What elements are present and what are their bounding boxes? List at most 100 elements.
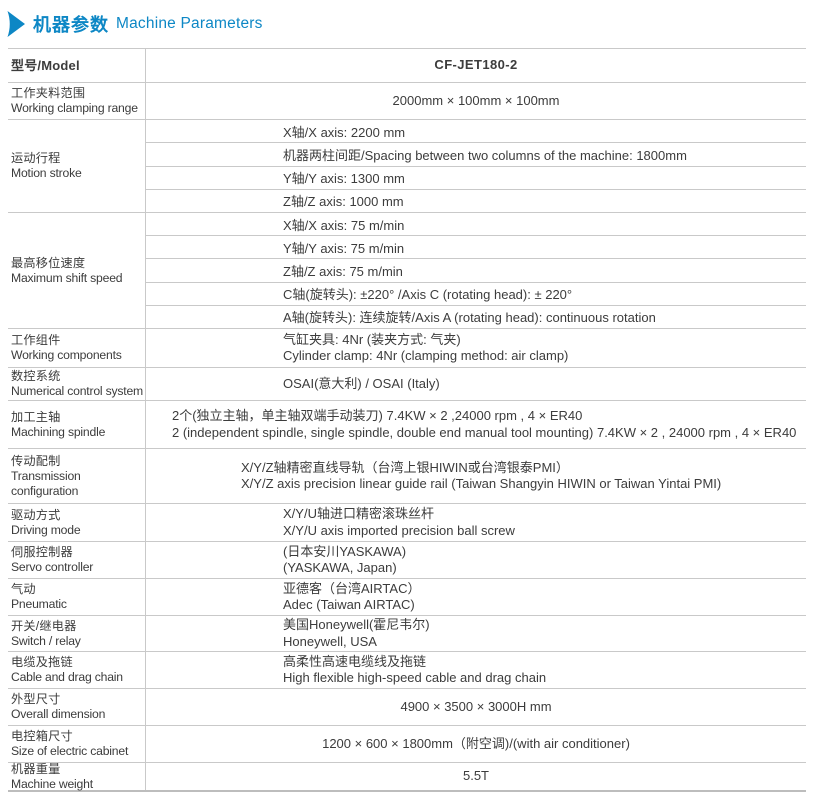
row-label: 运动行程 Motion stroke (8, 120, 146, 212)
subrow-text: X轴/X axis: 75 m/min (283, 217, 405, 233)
subrow-z-speed: Z轴/Z axis: 75 m/min (146, 259, 806, 283)
table-row-machining-spindle: 加工主轴 Machining spindle 2个(独立主轴，单主轴双端手动装刀… (8, 401, 806, 449)
row-value: 1200 × 600 × 1800mm（附空调)/(with air condi… (146, 726, 806, 762)
subrow-text: 机器两柱间距/Spacing between two columns of th… (283, 147, 687, 163)
row-label-zh: 最高移位速度 (11, 255, 86, 270)
row-label: 工作夹料范围 Working clamping range (8, 83, 146, 119)
motion-subrows: X轴/X axis: 2200 mm 机器两柱间距/Spacing betwee… (146, 120, 806, 212)
subrow-text: Z轴/Z axis: 75 m/min (283, 264, 403, 279)
row-value: 高柔性高速电缆线及拖链 High flexible high-speed cab… (146, 652, 806, 688)
subrow-a-axis: A轴(旋转头): 连续旋转/Axis A (rotating head): co… (146, 306, 806, 328)
row-label-text: 型号/Model (11, 58, 80, 73)
row-label-en: Working clamping range (11, 101, 138, 115)
row-label-en: Overall dimension (11, 707, 106, 721)
row-value: 气缸夹具: 4Nr (装夹方式: 气夹) Cylinder clamp: 4Nr… (146, 329, 806, 367)
value-line2: 2 (independent spindle, single spindle, … (172, 424, 797, 440)
row-label-zh: 工作组件 (11, 333, 61, 347)
row-label: 开关/继电器 Switch / relay (8, 616, 146, 651)
subrow-text: Y轴/Y axis: 75 m/min (283, 240, 405, 256)
value-line1: 高柔性高速电缆线及拖链 (283, 653, 427, 669)
table-row-working-components: 工作组件 Working components 气缸夹具: 4Nr (装夹方式:… (8, 329, 806, 368)
row-label-en: Maximum shift speed (11, 270, 123, 285)
table-row-clamping-range: 工作夹料范围 Working clamping range 2000mm × 1… (8, 83, 806, 120)
row-label: 伺服控制器 Servo controller (8, 542, 146, 578)
row-label-en: Working components (11, 348, 122, 362)
value-line2: Cylinder clamp: 4Nr (clamping method: ai… (283, 348, 569, 363)
row-label-en: Transmission configuration (11, 468, 81, 498)
row-label-zh: 运动行程 (11, 151, 61, 165)
table-row-electric-cabinet: 电控箱尺寸 Size of electric cabinet 1200 × 60… (8, 726, 806, 763)
value-line2: (YASKAWA, Japan) (283, 560, 397, 575)
subrow-text: X轴/X axis: 2200 mm (283, 124, 406, 140)
row-label-zh: 电缆及拖链 (11, 655, 73, 669)
table-row-machine-weight: 机器重量 Machine weight 5.5T (8, 761, 806, 792)
value-line2: X/Y/Z axis precision linear guide rail (… (241, 476, 722, 491)
row-label-en: Motion stroke (11, 166, 82, 180)
row-label: 加工主轴 Machining spindle (8, 401, 146, 448)
clamping-value: 2000mm × 100mm × 100mm (392, 92, 560, 108)
row-label-zh: 气动 (11, 582, 36, 596)
value-line1: 亚德客（台湾AIRTAC） (283, 580, 421, 596)
section-arrow-icon (7, 11, 25, 37)
subrow-y-axis: Y轴/Y axis: 1300 mm (146, 167, 806, 190)
row-label: 数控系统 Numerical control system (8, 368, 146, 400)
value-line1: X/Y/U轴进口精密滚珠丝杆 (283, 506, 434, 521)
row-label: 气动 Pneumatic (8, 579, 146, 615)
speed-subrows: X轴/X axis: 75 m/min Y轴/Y axis: 75 m/min … (146, 213, 806, 328)
row-label-zh: 伺服控制器 (11, 545, 73, 559)
row-label: 工作组件 Working components (8, 329, 146, 367)
table-row-switch-relay: 开关/继电器 Switch / relay 美国Honeywell(霍尼韦尔) … (8, 616, 806, 652)
row-label-en: Servo controller (11, 560, 94, 574)
overall-value: 4900 × 3500 × 3000H mm (400, 698, 552, 714)
value-line1: X/Y/Z轴精密直线导轨（台湾上银HIWIN或台湾银泰PMI） (241, 459, 569, 475)
row-label: 电控箱尺寸 Size of electric cabinet (8, 726, 146, 762)
row-value: X/Y/Z轴精密直线导轨（台湾上银HIWIN或台湾银泰PMI） X/Y/Z ax… (146, 449, 806, 503)
value-line1: OSAI(意大利) / OSAI (Italy) (283, 375, 440, 391)
subrow-text: Z轴/Z axis: 1000 mm (283, 194, 404, 210)
value-line1: (日本安川YASKAWA) (283, 543, 407, 559)
row-value: 4900 × 3500 × 3000H mm (146, 689, 806, 725)
row-label-en: Switch / relay (11, 633, 81, 648)
row-value: 2个(独立主轴，单主轴双端手动装刀) 7.4KW × 2 ,24000 rpm … (146, 401, 806, 448)
value-line2: Adec (Taiwan AIRTAC) (283, 597, 415, 612)
row-label-en: Pneumatic (11, 597, 67, 611)
value-line2: Honeywell, USA (283, 633, 377, 649)
table-row-motion-stroke: 运动行程 Motion stroke X轴/X axis: 2200 mm 机器… (8, 120, 806, 213)
subrow-c-axis: C轴(旋转头): ±220° /Axis C (rotating head): … (146, 283, 806, 306)
table-row-overall-dimension: 外型尺寸 Overall dimension 4900 × 3500 × 300… (8, 689, 806, 726)
row-label-zh: 传动配制 (11, 453, 61, 468)
row-label-zh: 驱动方式 (11, 507, 61, 522)
table-row-transmission: 传动配制 Transmission configuration X/Y/Z轴精密… (8, 449, 806, 504)
value-line1: 美国Honeywell(霍尼韦尔) (283, 617, 430, 632)
row-label: 驱动方式 Driving mode (8, 504, 146, 541)
row-label: 机器重量 Machine weight (8, 761, 146, 791)
row-label-en: Machining spindle (11, 424, 106, 439)
row-label-zh: 电控箱尺寸 (11, 729, 73, 743)
row-label: 电缆及拖链 Cable and drag chain (8, 652, 146, 688)
subrow-text: C轴(旋转头): ±220° /Axis C (rotating head): … (283, 287, 573, 303)
subrow-x-speed: X轴/X axis: 75 m/min (146, 213, 806, 237)
row-value: 美国Honeywell(霍尼韦尔) Honeywell, USA (146, 616, 806, 651)
weight-value: 5.5T (462, 768, 489, 784)
row-label-en: Numerical control system (11, 384, 144, 398)
value-line1: 气缸夹具: 4Nr (装夹方式: 气夹) (283, 331, 461, 347)
row-label: 传动配制 Transmission configuration (8, 449, 146, 503)
row-label-en: Size of electric cabinet (11, 744, 129, 758)
page-title-zh: 机器参数 (33, 15, 109, 35)
subrow-y-speed: Y轴/Y axis: 75 m/min (146, 236, 806, 260)
spec-table: 型号/Model CF-JET180-2 工作夹料范围 Working clam… (8, 48, 806, 792)
subrow-text: A轴(旋转头): 连续旋转/Axis A (rotating head): co… (283, 310, 656, 326)
subrow-x-axis: X轴/X axis: 2200 mm (146, 120, 806, 144)
row-label-zh: 数控系统 (11, 369, 61, 383)
row-label-zh: 加工主轴 (11, 409, 61, 424)
row-value: CF-JET180-2 (146, 49, 806, 82)
row-value: 5.5T (146, 763, 806, 790)
model-value: CF-JET180-2 (434, 57, 518, 73)
row-value: (日本安川YASKAWA) (YASKAWA, Japan) (146, 542, 806, 578)
row-label-zh: 机器重量 (11, 761, 61, 776)
table-row-model: 型号/Model CF-JET180-2 (8, 49, 806, 83)
row-label-zh: 外型尺寸 (11, 692, 61, 706)
subrow-column-spacing: 机器两柱间距/Spacing between two columns of th… (146, 143, 806, 167)
row-value: OSAI(意大利) / OSAI (Italy) (146, 368, 806, 400)
